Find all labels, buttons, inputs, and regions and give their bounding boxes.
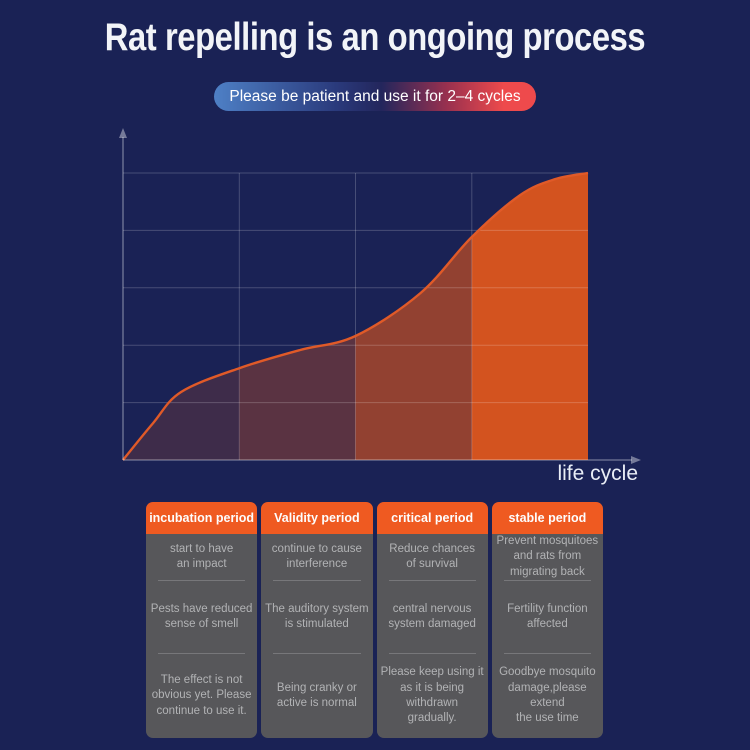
- period-cell: start to have an impact: [169, 542, 234, 570]
- cell-divider: [158, 580, 246, 581]
- period-cell: central nervous system damaged: [388, 602, 476, 630]
- lifecycle-chart: [100, 125, 660, 495]
- cell-divider: [503, 580, 591, 581]
- x-axis-arrow-icon: [631, 456, 641, 464]
- period-cell: continue to cause interference: [271, 542, 362, 570]
- period-cell: Fertility function affected: [507, 602, 588, 630]
- grid-lines: [123, 172, 588, 460]
- period-cell: Please keep using it as it is being with…: [380, 666, 484, 725]
- period-table: incubation period start to have an impac…: [146, 502, 603, 738]
- x-axis-label: life cycle: [557, 462, 638, 485]
- period-body: continue to cause interference The audit…: [261, 534, 373, 738]
- column-stable-period: stable period Prevent mosquitoes and rat…: [491, 502, 603, 738]
- cell-divider: [503, 653, 591, 654]
- patience-banner: Please be patient and use it for 2–4 cyc…: [214, 82, 536, 111]
- period-cell: The auditory system is stimulated: [265, 602, 369, 630]
- cell-divider: [273, 580, 361, 581]
- period-header: stable period: [491, 502, 603, 534]
- patience-banner-text: Please be patient and use it for 2–4 cyc…: [229, 87, 521, 105]
- lifecycle-chart-svg: [119, 128, 641, 464]
- column-critical-period: critical period Reduce chances of surviv…: [376, 502, 488, 738]
- period-cell: Pests have reduced sense of smell: [150, 602, 253, 630]
- growth-curve: [122, 171, 589, 461]
- page-title: Rat repelling is an ongoing process: [104, 16, 646, 59]
- cell-divider: [388, 653, 476, 654]
- period-cell: The effect is not obvious yet. Please co…: [151, 674, 252, 717]
- period-cell: Reduce chances of survival: [389, 542, 475, 570]
- period-cell: Goodbye mosquito damage,please extend th…: [499, 666, 596, 725]
- cell-divider: [273, 653, 361, 654]
- axes: [122, 137, 632, 461]
- cell-divider: [158, 653, 246, 654]
- period-header: Validity period: [261, 502, 373, 534]
- cell-divider: [388, 580, 476, 581]
- period-header: incubation period: [146, 502, 258, 534]
- column-validity-period: Validity period continue to cause interf…: [261, 502, 373, 738]
- period-body: start to have an impact Pests have reduc…: [146, 534, 258, 738]
- period-cell: Being cranky or active is normal: [276, 681, 357, 709]
- period-cell: Prevent mosquitoes and rats from migrati…: [496, 535, 599, 578]
- period-body: Prevent mosquitoes and rats from migrati…: [491, 534, 603, 738]
- period-body: Reduce chances of survival central nervo…: [376, 534, 488, 738]
- period-header: critical period: [376, 502, 488, 534]
- y-axis-arrow-icon: [119, 128, 127, 138]
- column-incubation-period: incubation period start to have an impac…: [146, 502, 258, 738]
